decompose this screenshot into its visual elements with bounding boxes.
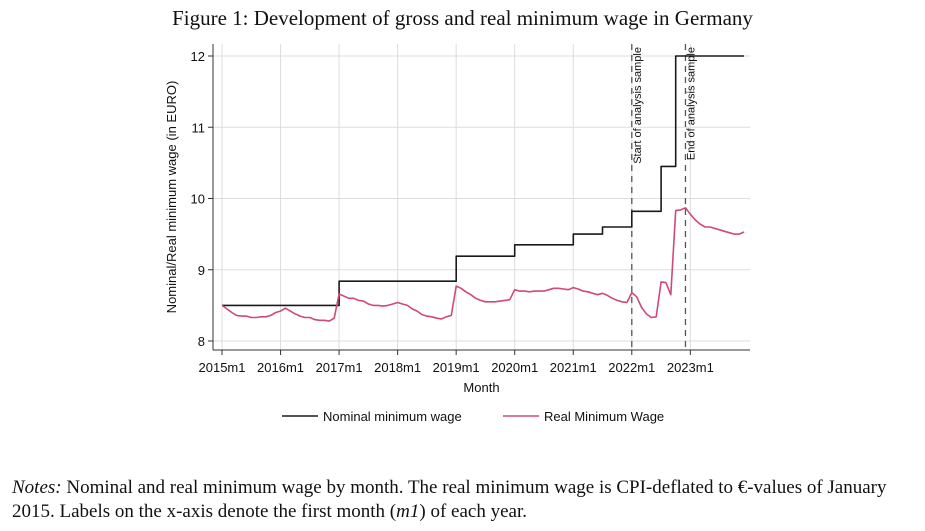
y-tick-label: 10 — [191, 192, 205, 207]
x-tick-label: 2018m1 — [374, 360, 421, 375]
y-tick-label: 12 — [191, 49, 205, 64]
plot-area — [213, 44, 750, 350]
y-tick-label: 9 — [198, 263, 205, 278]
legend-label-real: Real Minimum Wage — [544, 409, 664, 424]
y-tick-label: 8 — [198, 334, 205, 349]
figure-title: Figure 1: Development of gross and real … — [172, 6, 753, 30]
notes-italic: m1 — [396, 501, 420, 522]
x-tick-label: 2019m1 — [433, 360, 480, 375]
figure-notes: Notes: Nominal and real minimum wage by … — [12, 476, 917, 524]
annotation-label: End of analysis sample — [685, 47, 697, 160]
series-line-nominal — [222, 55, 744, 307]
legend-label-nominal: Nominal minimum wage — [323, 409, 462, 424]
x-tick-label: 2016m1 — [257, 360, 304, 375]
notes-label: Notes: — [12, 477, 62, 498]
annotation-label: Start of analysis sample — [632, 47, 644, 164]
x-tick-label: 2021m1 — [550, 360, 597, 375]
minimum-wage-line-chart: 8 9 10 11 12 2015m1 2016m1 2017m1 2018m1 2019m1 20… — [164, 44, 750, 424]
y-tick-label: 11 — [192, 120, 206, 135]
x-tick-label: 2022m1 — [608, 360, 655, 375]
series-line-real — [221, 207, 745, 322]
x-tick-label: 2017m1 — [316, 360, 363, 375]
x-tick-label: 2020m1 — [491, 360, 538, 375]
notes-text-2: ) of each year. — [419, 501, 527, 522]
y-axis-label: Nominal/Real minimum wage (in EURO) — [164, 81, 179, 314]
x-tick-label: 2015m1 — [199, 360, 246, 375]
notes-text-1: Nominal and real minimum wage by month. … — [12, 477, 887, 522]
x-axis-label: Month — [463, 380, 499, 395]
x-tick-label: 2023m1 — [667, 360, 714, 375]
